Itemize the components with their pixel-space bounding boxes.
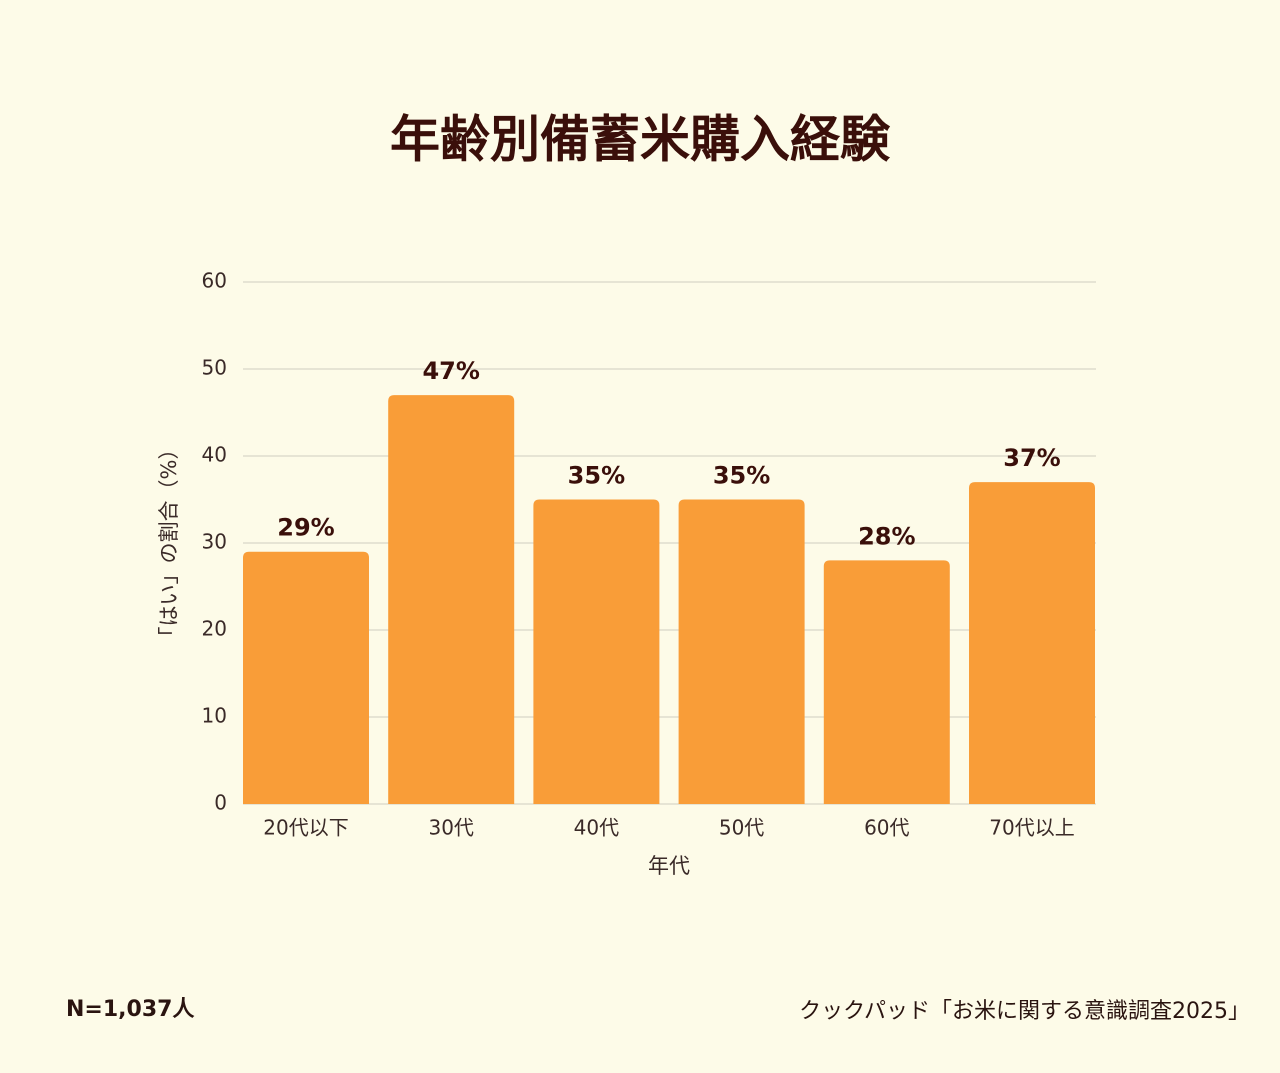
- value-label: 47%: [422, 357, 479, 385]
- chart-title: 年齢別備蓄米購入経験: [390, 111, 891, 169]
- bar: [678, 499, 805, 804]
- bar: [533, 499, 660, 804]
- x-tick-label: 20代以下: [263, 816, 348, 840]
- value-label: 28%: [858, 522, 915, 550]
- bar: [243, 551, 369, 804]
- y-tick-label: 30: [202, 530, 227, 554]
- x-axis-label: 年代: [648, 854, 690, 878]
- value-label: 37%: [1003, 444, 1060, 472]
- bar: [388, 395, 515, 804]
- x-tick-label: 40代: [574, 816, 619, 840]
- y-tick-label: 50: [202, 356, 227, 380]
- y-tick-label: 10: [202, 704, 227, 728]
- y-tick-label: 60: [202, 269, 227, 293]
- source: クックパッド「お米に関する意識調査2025」: [799, 999, 1250, 1024]
- value-label: 35%: [713, 462, 770, 490]
- sample-size: N=1,037人: [66, 997, 194, 1022]
- y-tick-label: 40: [202, 443, 227, 467]
- x-tick-label: 70代以上: [989, 816, 1074, 840]
- bar: [823, 560, 950, 804]
- y-axis-label: 「はい」の割合（%）: [157, 439, 181, 648]
- x-tick-label: 30代: [428, 816, 473, 840]
- bar: [969, 482, 1095, 804]
- y-tick-label: 0: [214, 791, 227, 815]
- value-label: 35%: [568, 462, 625, 490]
- value-label: 29%: [277, 514, 334, 542]
- x-tick-label: 50代: [719, 816, 764, 840]
- x-tick-label: 60代: [864, 816, 909, 840]
- y-tick-label: 20: [202, 617, 227, 641]
